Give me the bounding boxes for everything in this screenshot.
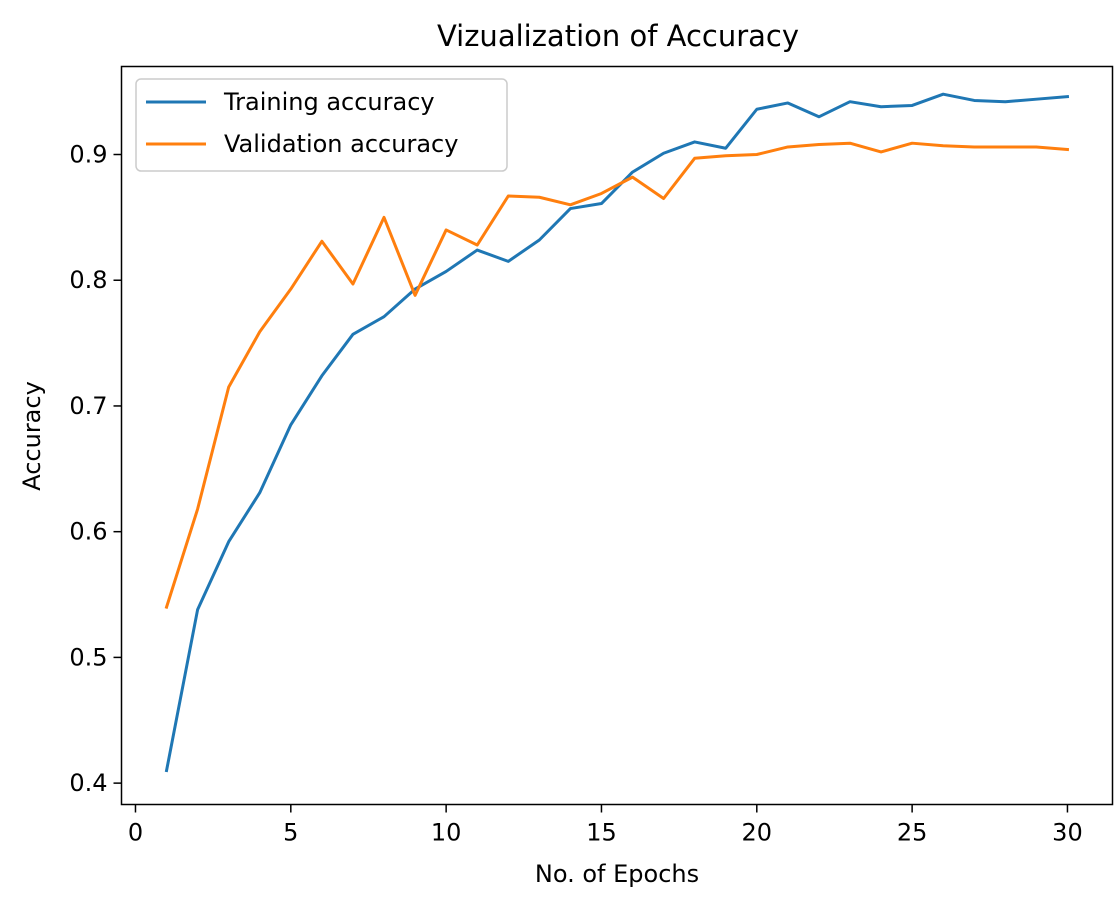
axes-frame — [120, 65, 1114, 806]
plot-area — [120, 65, 1114, 806]
x-tick-label: 25 — [897, 819, 928, 847]
y-tick-label: 0.8 — [69, 266, 107, 294]
y-axis-ticks: 0.4 0.5 0.6 0.7 0.8 0.9 — [69, 141, 122, 797]
legend-items: Training accuracy Validation accuracy — [146, 88, 458, 158]
x-tick-label: 5 — [283, 819, 298, 847]
y-tick-label: 0.5 — [69, 643, 107, 671]
y-tick-label: 0.6 — [69, 518, 107, 546]
legend-label: Training accuracy — [223, 88, 435, 116]
x-tick-label: 30 — [1052, 819, 1083, 847]
y-tick-label: 0.4 — [69, 769, 107, 797]
series-layer — [164, 92, 1070, 773]
x-tick-label: 0 — [128, 819, 143, 847]
series-line-validation-accuracy — [164, 141, 1070, 609]
y-tick-label: 0.9 — [69, 141, 107, 169]
y-tick-label: 0.7 — [69, 392, 107, 420]
series-line-training-accuracy — [164, 92, 1070, 773]
legend-label: Validation accuracy — [224, 130, 458, 158]
x-tick-label: 15 — [586, 819, 617, 847]
legend-box — [135, 78, 508, 172]
legend: Training accuracy Validation accuracy — [135, 78, 508, 172]
x-axis-ticks: 0 5 10 15 20 25 30 — [128, 804, 1083, 847]
x-tick-label: 20 — [742, 819, 773, 847]
chart-title: Vizualization of Accuracy — [437, 19, 799, 53]
x-tick-label: 10 — [431, 819, 462, 847]
y-axis-label: Accuracy — [18, 381, 46, 491]
x-axis-label: No. of Epochs — [535, 860, 699, 888]
